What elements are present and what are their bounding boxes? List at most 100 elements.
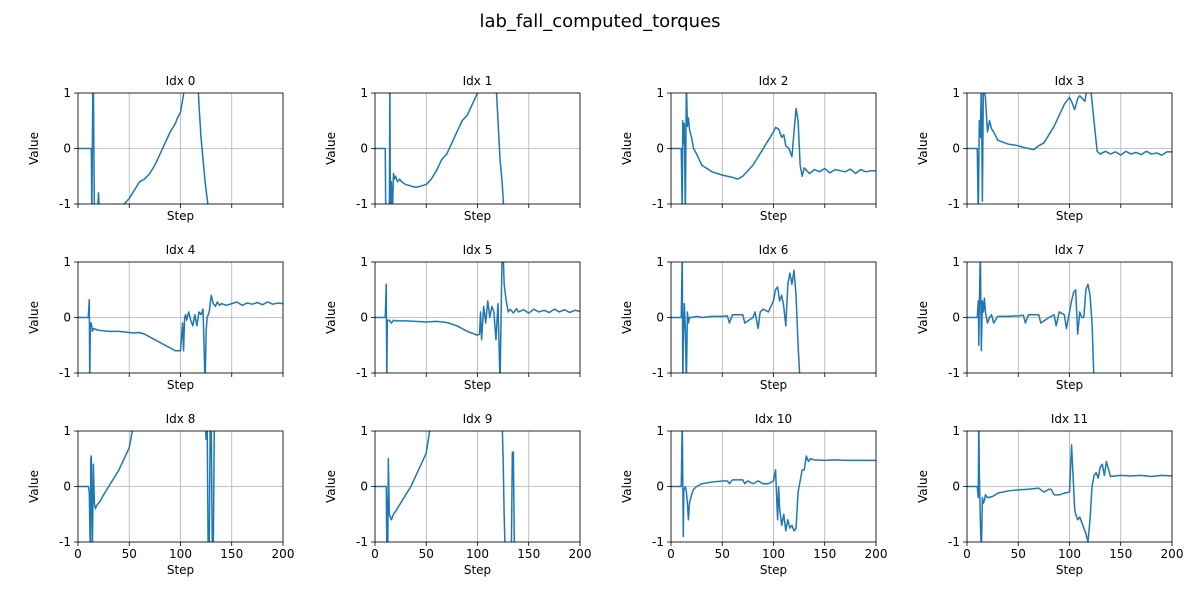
y-axis-label: Value	[620, 132, 634, 165]
y-tick-label: -1	[59, 197, 71, 211]
y-axis-label: Value	[27, 301, 41, 334]
x-tick-label: 150	[220, 547, 243, 561]
subplot-idx-1: -1 0 1 Idx 1 Step Value	[324, 74, 581, 223]
x-tick-label: 100	[466, 547, 489, 561]
y-tick-label: -1	[652, 197, 664, 211]
x-axis-label: Step	[464, 563, 491, 577]
series-line	[671, 431, 876, 538]
subplot-idx-3: -1 0 1 Idx 3 Step Value	[916, 74, 1173, 223]
x-tick-label: 150	[1109, 547, 1132, 561]
subplot-idx-4: -1 0 1 Idx 4 Step Value	[27, 243, 284, 392]
series-line	[967, 431, 1172, 542]
y-tick-label: 0	[952, 311, 960, 325]
x-tick-label: 150	[517, 547, 540, 561]
y-tick-label: 1	[656, 424, 664, 438]
subplot-idx-0: -1 0 1 Idx 0 Step Value	[27, 74, 284, 223]
y-tick-label: -1	[356, 535, 368, 549]
x-axis-label: Step	[1056, 378, 1083, 392]
y-axis-label: Value	[324, 470, 338, 503]
subplot-idx-6: -1 0 1 Idx 6 Step Value	[620, 243, 877, 392]
x-tick-label: 0	[371, 547, 379, 561]
y-tick-label: 1	[63, 86, 71, 100]
figure-title: lab_fall_computed_torques	[479, 11, 720, 32]
x-tick-label: 50	[715, 547, 730, 561]
y-tick-label: -1	[948, 535, 960, 549]
x-axis-label: Step	[760, 209, 787, 223]
series-line	[78, 294, 283, 373]
x-tick-label: 200	[569, 547, 592, 561]
y-axis-label: Value	[27, 470, 41, 503]
y-tick-label: 0	[63, 311, 71, 325]
y-tick-label: 1	[63, 255, 71, 269]
subplot-title: Idx 10	[755, 412, 792, 426]
subplot-idx-2: -1 0 1 Idx 2 Step Value	[620, 74, 877, 223]
series-line	[78, 431, 215, 542]
series-line	[967, 93, 1172, 204]
x-tick-label: 50	[122, 547, 137, 561]
y-tick-label: -1	[59, 366, 71, 380]
x-tick-label: 50	[1011, 547, 1026, 561]
series-line	[78, 93, 209, 204]
x-axis-label: Step	[760, 563, 787, 577]
y-tick-label: 1	[952, 255, 960, 269]
y-tick-label: 0	[656, 311, 664, 325]
y-axis-label: Value	[324, 132, 338, 165]
y-tick-label: -1	[59, 535, 71, 549]
x-axis-label: Step	[464, 378, 491, 392]
y-tick-label: 1	[952, 86, 960, 100]
x-axis-label: Step	[167, 209, 194, 223]
y-tick-label: -1	[356, 366, 368, 380]
y-tick-label: -1	[356, 197, 368, 211]
series-line	[967, 262, 1095, 373]
subplot-title: Idx 2	[759, 74, 789, 88]
y-axis-label: Value	[620, 470, 634, 503]
subplot-title: Idx 8	[166, 412, 196, 426]
x-axis-label: Step	[1056, 563, 1083, 577]
x-tick-label: 100	[169, 547, 192, 561]
x-axis-label: Step	[167, 378, 194, 392]
x-tick-label: 50	[419, 547, 434, 561]
y-tick-label: 1	[656, 255, 664, 269]
x-tick-label: 150	[813, 547, 836, 561]
x-tick-label: 0	[74, 547, 82, 561]
x-tick-label: 100	[1058, 547, 1081, 561]
series-line	[671, 262, 801, 373]
y-tick-label: 1	[63, 424, 71, 438]
y-tick-label: 0	[952, 142, 960, 156]
y-axis-label: Value	[27, 132, 41, 165]
y-tick-label: 0	[360, 142, 368, 156]
subplot-title: Idx 0	[166, 74, 196, 88]
x-axis-label: Step	[167, 563, 194, 577]
subplot-title: Idx 4	[166, 243, 196, 257]
x-tick-label: 200	[1161, 547, 1184, 561]
y-tick-label: -1	[652, 366, 664, 380]
y-axis-label: Value	[324, 301, 338, 334]
x-tick-label: 100	[762, 547, 785, 561]
series-line	[375, 262, 580, 373]
subplot-title: Idx 7	[1055, 243, 1085, 257]
y-tick-label: 0	[360, 480, 368, 494]
y-tick-label: -1	[948, 366, 960, 380]
series-line	[375, 93, 505, 204]
x-tick-label: 0	[963, 547, 971, 561]
subplot-title: Idx 3	[1055, 74, 1085, 88]
y-tick-label: 0	[656, 480, 664, 494]
y-tick-label: 0	[952, 480, 960, 494]
x-axis-label: Step	[1056, 209, 1083, 223]
y-tick-label: 1	[360, 86, 368, 100]
subplot-idx-7: -1 0 1 Idx 7 Step Value	[916, 243, 1173, 392]
y-tick-label: -1	[652, 535, 664, 549]
series-line	[671, 93, 876, 204]
x-tick-label: 200	[865, 547, 888, 561]
subplot-idx-5: -1 0 1 Idx 5 Step Value	[324, 243, 581, 392]
y-axis-label: Value	[916, 132, 930, 165]
y-tick-label: 1	[360, 255, 368, 269]
y-tick-label: 1	[656, 86, 664, 100]
